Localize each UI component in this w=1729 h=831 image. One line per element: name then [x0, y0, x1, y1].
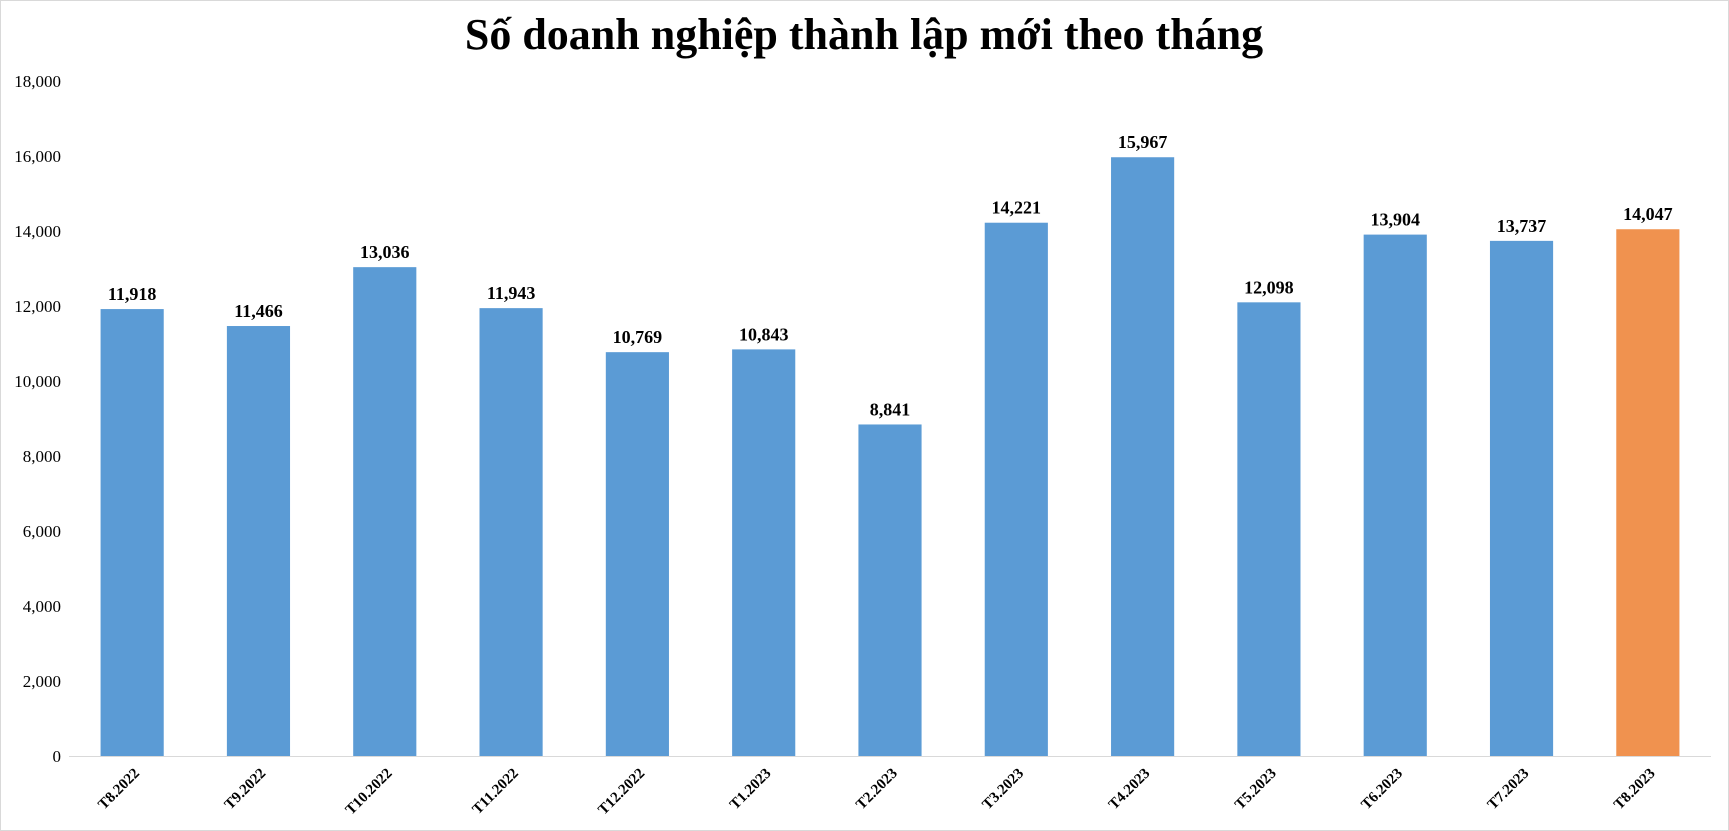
- bar-T3.2023: [984, 222, 1048, 756]
- bar-T1.2023: [732, 349, 796, 756]
- x-tick-label-T4.2023: T4.2023: [1106, 766, 1154, 814]
- data-label-T11.2022: 11,943: [487, 283, 536, 303]
- data-label-T4.2023: 15,967: [1118, 132, 1168, 152]
- data-label-T3.2023: 14,221: [992, 198, 1042, 218]
- y-tick-label: 18,000: [14, 72, 61, 91]
- data-label-T8.2022: 11,918: [108, 284, 157, 304]
- bar-series: [100, 157, 1680, 757]
- x-tick-label-T1.2023: T1.2023: [727, 766, 775, 814]
- data-label-T10.2022: 13,036: [360, 242, 410, 262]
- data-label-T9.2022: 11,466: [234, 301, 283, 321]
- bar-T4.2023: [1111, 157, 1175, 757]
- bar-T11.2022: [479, 308, 543, 756]
- data-labels: 11,918 11,466 13,036 11,943 10,769 10,843 8,84…: [108, 132, 1673, 419]
- x-tick-label-T7.2023: T7.2023: [1485, 766, 1533, 814]
- bar-T12.2022: [605, 352, 669, 756]
- data-label-T8.2023: 14,047: [1623, 204, 1673, 224]
- x-tick-label-T3.2023: T3.2023: [980, 766, 1028, 814]
- y-tick-label: 2,000: [23, 672, 61, 691]
- y-tick-label: 6,000: [23, 522, 61, 541]
- x-axis: T8.2022 T9.2022 T10.2022 T11.2022 T12.2022 T1…: [69, 756, 1711, 819]
- data-label-T6.2023: 13,904: [1370, 210, 1420, 230]
- data-label-T2.2023: 8,841: [870, 399, 911, 419]
- x-tick-label-T12.2022: T12.2022: [595, 766, 648, 819]
- y-tick-label: 16,000: [14, 147, 61, 166]
- data-label-T5.2023: 12,098: [1244, 277, 1294, 297]
- data-label-T1.2023: 10,843: [739, 324, 789, 344]
- x-tick-label-T6.2023: T6.2023: [1358, 766, 1406, 814]
- y-tick-label: 0: [53, 747, 62, 766]
- bar-T8.2022: [100, 309, 164, 756]
- data-label-T7.2023: 13,737: [1497, 216, 1547, 236]
- bar-T10.2022: [353, 267, 417, 756]
- chart-title: Số doanh nghiệp thành lập mới theo tháng: [465, 10, 1263, 59]
- bar-T8.2023: [1616, 229, 1680, 757]
- x-tick-label-T2.2023: T2.2023: [853, 766, 901, 814]
- y-tick-label: 8,000: [23, 447, 61, 466]
- bar-T5.2023: [1237, 302, 1301, 756]
- y-tick-label: 12,000: [14, 297, 61, 316]
- x-tick-label-T8.2023: T8.2023: [1611, 766, 1659, 814]
- bar-T2.2023: [858, 424, 922, 756]
- x-tick-label-T8.2022: T8.2022: [95, 766, 143, 814]
- bar-T6.2023: [1363, 234, 1427, 757]
- data-label-T12.2022: 10,769: [613, 327, 663, 347]
- x-tick-label-T10.2022: T10.2022: [343, 766, 396, 819]
- bar-T9.2022: [226, 326, 291, 756]
- y-tick-label: 4,000: [23, 597, 61, 616]
- x-tick-label-T5.2023: T5.2023: [1232, 766, 1280, 814]
- y-tick-label: 10,000: [14, 372, 61, 391]
- y-axis: 0 2,000 4,000 6,000 8,000 10,000 12,000 14,000 1…: [14, 72, 61, 766]
- x-tick-label-T9.2022: T9.2022: [222, 766, 270, 814]
- bar-T7.2023: [1489, 240, 1554, 757]
- y-tick-label: 14,000: [14, 222, 61, 241]
- x-tick-label-T11.2022: T11.2022: [470, 766, 522, 818]
